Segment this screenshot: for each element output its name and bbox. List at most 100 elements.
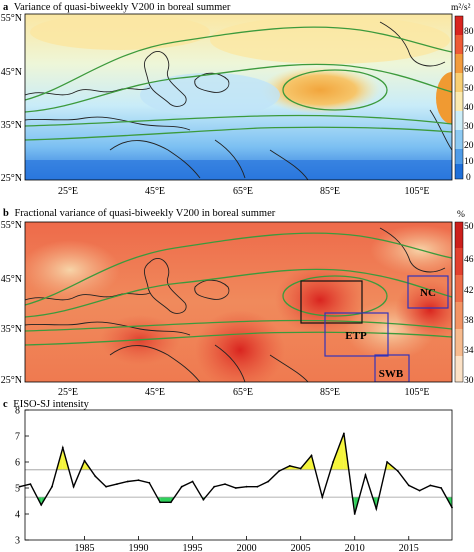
panel-a-title: Variance of quasi-biweekly V200 in borea… bbox=[14, 2, 231, 13]
panel-b-colorbar-tick: 42 bbox=[464, 286, 474, 296]
x-tick-label: 2015 bbox=[399, 543, 419, 552]
data-point bbox=[18, 485, 21, 488]
x-tick-label: 2005 bbox=[291, 543, 311, 552]
data-point bbox=[407, 484, 410, 487]
panel-b-lat-label: 55°N bbox=[1, 220, 22, 231]
panel-a-lat-label: 45°N bbox=[1, 67, 22, 78]
x-tick-label: 1985 bbox=[74, 543, 94, 552]
panel-a-lat-label: 55°N bbox=[1, 13, 22, 24]
panel-b-lon-label: 25°E bbox=[58, 387, 78, 398]
data-point bbox=[51, 485, 53, 488]
panel-a-colorbar bbox=[454, 15, 464, 180]
y-tick-label: 4 bbox=[15, 510, 20, 521]
panel-b-lat-label: 25°N bbox=[1, 375, 22, 386]
panel-a-lat-label: 35°N bbox=[1, 120, 22, 131]
panel-a-colorbar-tick: 60 bbox=[464, 65, 474, 75]
data-point bbox=[72, 485, 75, 488]
panel-b-lat-label: 35°N bbox=[1, 324, 22, 335]
panel-a-lon-label: 65°E bbox=[233, 186, 253, 197]
panel-a-frame bbox=[24, 13, 453, 181]
data-point bbox=[310, 454, 313, 457]
x-tick-label: 2000 bbox=[237, 543, 257, 552]
data-point bbox=[126, 480, 129, 483]
svg-text:a Variance of quasi-biwe: a Variance of quasi-biweekly V200 in bor… bbox=[3, 2, 231, 13]
data-point bbox=[288, 465, 291, 467]
data-point bbox=[397, 470, 399, 472]
region-box-unlabeled bbox=[300, 280, 363, 324]
svg-text:b Fractional variance of: b Fractional variance of quasi-biweekly … bbox=[3, 208, 276, 219]
x-tick-label: 2010 bbox=[345, 543, 365, 552]
x-tick-label: 1995 bbox=[183, 543, 203, 552]
eiso-sj-series-line bbox=[19, 433, 453, 515]
data-point bbox=[116, 483, 118, 485]
data-point bbox=[418, 489, 421, 492]
svg-text:c EISO-SJ intensity: c EISO-SJ intensity bbox=[3, 399, 90, 410]
chart-points bbox=[18, 432, 453, 515]
y-tick-label: 7 bbox=[15, 432, 20, 443]
data-point bbox=[256, 485, 259, 488]
panel-a-lon-label: 85°E bbox=[320, 186, 340, 197]
panel-c: c EISO-SJ intensity 3 4 5 6 7 8 1985 1990 1995 2… bbox=[3, 399, 453, 552]
panel-a-colorbar-tick: 80 bbox=[464, 27, 474, 37]
y-axis-ticks: 3 4 5 6 7 8 bbox=[15, 406, 29, 547]
x-axis-ticks: 1985 1990 1995 2000 2005 2010 2015 bbox=[74, 536, 419, 552]
data-point bbox=[213, 485, 216, 488]
panel-a-lon-label: 45°E bbox=[145, 186, 165, 197]
data-point bbox=[245, 485, 248, 488]
data-point bbox=[94, 475, 97, 478]
region-box-nc bbox=[407, 275, 449, 309]
panel-a: a Variance of quasi-biweekly V200 in bor… bbox=[1, 2, 474, 197]
data-point bbox=[429, 484, 432, 487]
panel-b-colorbar-tick: 30 bbox=[464, 376, 474, 386]
y-tick-label: 6 bbox=[15, 458, 20, 469]
panel-a-colorbar-tick: 50 bbox=[464, 84, 474, 94]
region-label-swb: SWB bbox=[379, 368, 404, 380]
panel-b-lat-label: 45°N bbox=[1, 274, 22, 285]
panel-c-letter: c bbox=[3, 399, 8, 410]
data-point bbox=[267, 480, 270, 483]
panel-b-colorbar-unit: % bbox=[457, 210, 465, 220]
data-point bbox=[61, 446, 64, 449]
data-point bbox=[278, 470, 280, 472]
data-point bbox=[364, 474, 367, 476]
panel-b-title: Fractional variance of quasi-biweekly V2… bbox=[14, 208, 275, 219]
panel-b-colorbar-tick: 46 bbox=[464, 255, 474, 265]
data-point bbox=[29, 483, 32, 485]
data-point bbox=[180, 485, 183, 488]
panel-a-colorbar-tick: 30 bbox=[464, 122, 474, 132]
panel-b-colorbar-tick: 38 bbox=[464, 316, 474, 326]
data-point bbox=[202, 498, 205, 501]
y-tick-label: 3 bbox=[15, 536, 20, 547]
data-point bbox=[440, 487, 443, 489]
panel-b-colorbar-tick: 34 bbox=[464, 346, 474, 356]
panel-b-colorbar-tick: 50 bbox=[464, 222, 474, 232]
panel-a-colorbar-tick: 40 bbox=[464, 103, 474, 113]
data-point bbox=[375, 507, 378, 510]
panel-a-map-field bbox=[25, 14, 452, 180]
panel-b-lon-label: 85°E bbox=[320, 387, 340, 398]
panel-a-colorbar-tick: 70 bbox=[464, 45, 474, 55]
region-label-nc: NC bbox=[420, 287, 436, 299]
panel-b-colorbar bbox=[454, 221, 464, 383]
panel-a-colorbar-tick: 0 bbox=[466, 173, 471, 183]
region-box-swb bbox=[374, 354, 410, 382]
data-point bbox=[137, 479, 140, 482]
data-point bbox=[386, 461, 388, 463]
data-point bbox=[40, 504, 43, 506]
x-tick-label: 1990 bbox=[129, 543, 149, 552]
data-point bbox=[353, 513, 356, 515]
data-point bbox=[321, 496, 324, 498]
panel-b-frame bbox=[24, 221, 453, 383]
panel-b-map-field bbox=[25, 222, 452, 382]
below-threshold-fill bbox=[160, 497, 171, 503]
data-point bbox=[148, 481, 151, 484]
panel-b-lon-label: 65°E bbox=[233, 387, 253, 398]
region-label-etp: ETP bbox=[345, 330, 367, 342]
data-point bbox=[343, 432, 345, 435]
panel-c-frame bbox=[24, 409, 453, 541]
data-point bbox=[332, 461, 334, 463]
panel-a-colorbar-tick: 10 bbox=[464, 157, 474, 167]
panel-a-colorbar-unit: m²/s² bbox=[451, 3, 471, 13]
panel-c-title: EISO-SJ intensity bbox=[13, 399, 89, 410]
